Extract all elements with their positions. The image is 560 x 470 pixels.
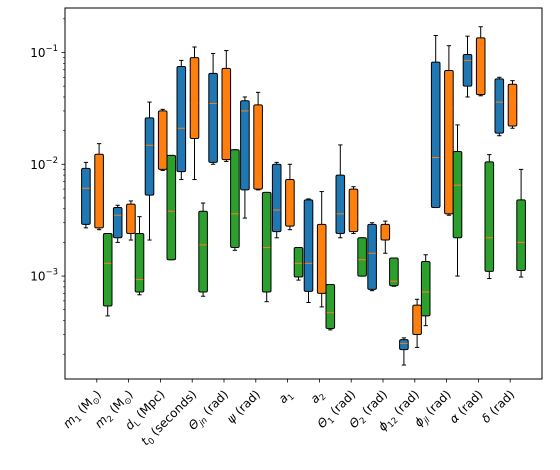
box-s1-14 [494,76,505,137]
box-body [144,117,155,196]
box-s1-13 [462,35,473,98]
box-body [157,110,168,170]
box-s2-7 [285,163,295,231]
box-s2-14 [507,80,518,129]
box-s1-11 [399,337,409,366]
box-s1-6 [240,96,250,219]
box-s2-6 [253,91,263,191]
box-s3-12 [452,124,463,277]
box-body [420,260,431,317]
box-s1-1 [81,161,91,229]
box-body [253,104,263,190]
box-body [444,70,454,215]
box-body [380,223,391,241]
box-body [81,167,91,225]
box-body [221,67,232,161]
box-s2-3 [157,108,168,171]
box-s2-4 [189,46,200,181]
box-s3-1 [102,233,113,317]
box-body [166,154,177,261]
box-s3-6 [261,191,272,303]
y-tick-label-1: 10−3 [30,268,58,284]
plot-area [81,26,526,366]
box-body [484,161,495,272]
box-s2-10 [380,220,391,254]
box-s3-14 [516,168,526,278]
box-body [335,174,346,235]
box-body [293,247,304,278]
box-body [357,237,367,277]
box-s1-3 [144,101,155,241]
box-s3-4 [198,202,208,297]
box-body [389,257,399,287]
box-body [348,188,359,233]
y-tick-label-2: 10−2 [30,156,58,172]
box-s2-8 [316,191,327,308]
box-s2-12 [444,45,454,216]
box-body [198,210,208,293]
box-body [94,153,104,229]
box-body [494,78,505,134]
y-tick-label-3: 10−1 [30,44,58,60]
box-body [189,57,200,140]
box-s3-10 [389,257,399,287]
box-body [462,53,473,87]
box-s1-10 [367,222,377,292]
box-body [271,163,282,233]
box-body [507,83,518,127]
box-body [230,149,240,249]
box-s3-7 [293,247,304,281]
box-s3-2 [134,216,145,296]
box-s1-8 [303,198,314,304]
box-s1-5 [208,52,218,165]
box-body [134,233,145,293]
box-s1-4 [176,59,187,181]
box-body [303,199,314,292]
axes-frame [64,7,543,380]
box-s3-5 [230,149,240,251]
box-s2-1 [94,143,104,231]
box-body [102,233,113,307]
box-s3-3 [166,154,177,261]
box-body [516,199,526,272]
box-s2-2 [126,200,136,241]
box-s3-9 [357,237,367,277]
box-body [112,207,123,239]
box-body [126,203,136,235]
box-body [261,191,272,293]
box-body [452,151,463,239]
box-s3-8 [325,284,336,331]
box-body [367,223,377,290]
box-body [325,284,336,329]
box-s1-2 [112,204,123,243]
box-body [475,37,486,96]
box-s1-12 [430,34,441,209]
box-body [412,304,422,336]
box-body [208,72,218,163]
y-axis: 10−3 10−2 10−1 [30,18,65,355]
box-s1-7 [271,161,282,239]
box-s3-11 [420,254,431,327]
box-body [240,100,250,191]
box-s2-13 [475,26,486,97]
box-s1-9 [335,144,346,239]
box-s2-5 [221,50,232,162]
box-body [430,61,441,209]
box-body [176,65,187,173]
box-body [399,339,409,351]
box-s3-13 [484,154,495,280]
box-s2-9 [348,186,359,235]
box-body [316,223,327,294]
box-s2-11 [412,298,422,348]
